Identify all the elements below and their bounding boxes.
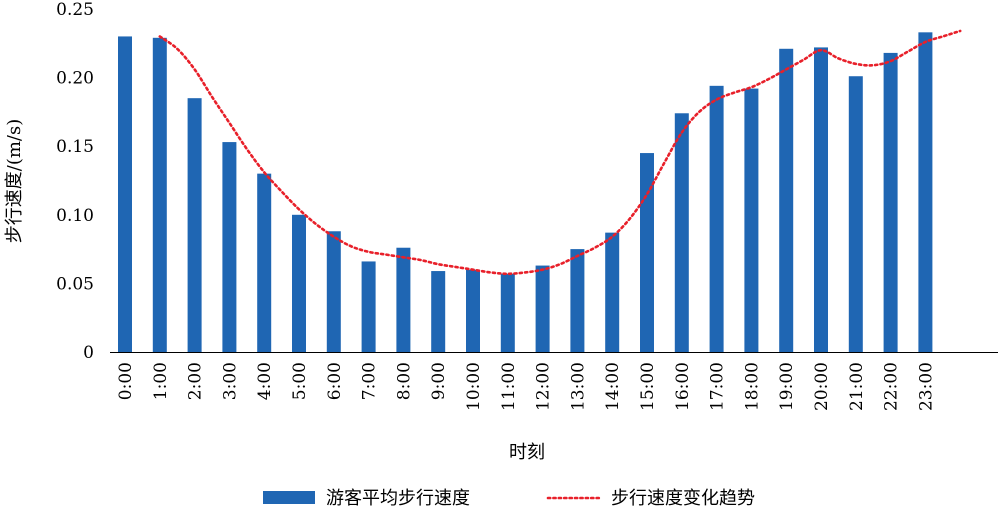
bar	[118, 36, 132, 352]
x-tick-label: 3:00	[220, 362, 240, 400]
bar	[396, 247, 411, 352]
x-tick-label: 10:00	[464, 362, 484, 411]
x-tick-label: 20:00	[812, 362, 832, 411]
bar	[466, 269, 480, 352]
x-tick-label: 0:00	[116, 362, 136, 400]
x-tick-label: 21:00	[847, 362, 867, 411]
bar	[814, 47, 828, 352]
x-tick-label: 7:00	[360, 362, 380, 400]
x-tick-label: 17:00	[708, 362, 728, 411]
y-axis-ticks: 0 0.05 0.10 0.15 0.20 0.25	[56, 0, 94, 363]
y-tick-label: 0.15	[56, 137, 94, 157]
x-tick-label: 11:00	[499, 362, 519, 411]
x-tick-label: 12:00	[534, 362, 554, 411]
y-axis-title: 步行速度/(m/s)	[4, 119, 25, 243]
legend-bar-label: 游客平均步行速度	[326, 488, 470, 509]
x-tick-label: 23:00	[916, 362, 936, 411]
bar	[292, 214, 306, 352]
x-tick-label: 18:00	[742, 362, 762, 411]
trend-line	[158, 29, 962, 276]
bar	[431, 271, 446, 352]
x-axis-ticks: 0:00 1:00 2:00 3:00 4:00 5:00 6:00 7:00 8:00 9:00…	[116, 362, 936, 411]
bar	[640, 153, 654, 352]
trend-series	[158, 29, 962, 276]
x-tick-label: 13:00	[568, 362, 588, 411]
y-tick-label: 0.20	[56, 69, 94, 89]
x-tick-label: 5:00	[290, 362, 310, 400]
legend: 游客平均步行速度 步行速度变化趋势	[263, 488, 755, 509]
x-tick-label: 15:00	[638, 362, 658, 411]
y-tick-label: 0.10	[56, 206, 94, 226]
bar	[361, 261, 376, 352]
x-tick-label: 19:00	[777, 362, 797, 411]
bar	[257, 173, 272, 352]
x-tick-label: 1:00	[151, 362, 171, 400]
legend-bar-swatch	[263, 491, 315, 504]
x-axis-title: 时刻	[509, 442, 545, 463]
bar	[918, 32, 933, 352]
bar	[326, 231, 341, 352]
y-tick-label: 0.25	[56, 0, 94, 20]
bar	[535, 265, 550, 352]
x-tick-label: 8:00	[394, 362, 414, 400]
bar	[187, 98, 202, 353]
y-tick-label: 0.05	[56, 274, 94, 294]
bar	[152, 37, 167, 352]
bar	[222, 142, 237, 352]
x-tick-label: 22:00	[882, 362, 902, 411]
bar	[605, 232, 620, 352]
legend-line-label: 步行速度变化趋势	[611, 488, 755, 509]
x-tick-label: 14:00	[603, 362, 623, 411]
bar-series	[118, 32, 933, 353]
x-tick-label: 6:00	[325, 362, 345, 400]
bar	[674, 113, 689, 352]
x-tick-label: 16:00	[673, 362, 693, 411]
bar	[500, 273, 515, 352]
x-tick-label: 2:00	[186, 362, 206, 400]
bar	[848, 76, 863, 352]
bar	[779, 48, 794, 353]
bar	[570, 249, 585, 352]
bar	[883, 52, 898, 353]
x-tick-label: 4:00	[255, 362, 275, 400]
x-tick-label: 9:00	[429, 362, 449, 400]
bar	[709, 85, 724, 352]
y-tick-label: 0	[83, 343, 94, 363]
bar	[744, 88, 759, 353]
